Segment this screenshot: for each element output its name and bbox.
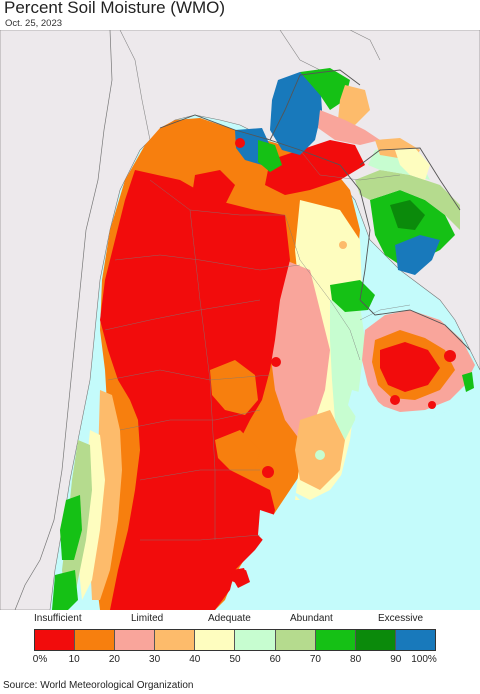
region-adequate-center	[300, 210, 350, 270]
hotspot-uruguay-south	[390, 395, 400, 405]
legend-swatch-6	[275, 630, 316, 650]
map-date: Oct. 25, 2023	[5, 18, 63, 29]
legend-tick-label: 90	[390, 654, 402, 665]
legend-category-excessive: Excessive	[378, 613, 424, 624]
legend-color-bar	[34, 629, 436, 651]
region-peach-north	[338, 85, 370, 125]
country-borders	[159, 69, 471, 351]
chile-coastline	[14, 30, 113, 610]
legend-category-adequate: Adequate	[208, 613, 251, 624]
region-abundant-dark-paraguay	[390, 200, 425, 230]
hotspot-center	[271, 357, 281, 367]
legend-swatch-2	[115, 630, 156, 650]
region-abundant-west	[60, 495, 82, 560]
legend-tick-label: 50	[229, 654, 241, 665]
province-borders	[104, 149, 411, 541]
region-abundant-light-paraguay	[355, 170, 460, 230]
legend-tick-label: 0%	[32, 654, 48, 665]
region-limited-south	[215, 430, 260, 470]
region-pink-east	[270, 260, 330, 440]
legend-tick-label: 80	[350, 654, 362, 665]
patagonia-ocean	[245, 380, 480, 610]
legend-category-limited: Limited	[131, 613, 164, 624]
spot-mint-south	[315, 450, 325, 460]
spot-peach-center	[339, 241, 347, 249]
gulf-san-matias	[258, 510, 278, 545]
legend-category-abundant: Abundant	[290, 613, 333, 624]
legend-swatch-1	[75, 630, 116, 650]
region-abundant-southwest	[52, 570, 78, 610]
country-border	[119, 30, 381, 141]
legend-tick-label: 20	[108, 654, 120, 665]
region-abundant-chaco	[258, 140, 282, 172]
legend-tick-label: 30	[149, 654, 161, 665]
region-excessive-north	[270, 72, 322, 155]
hotspot-north	[235, 138, 245, 148]
legend-swatch-3	[155, 630, 196, 650]
map-title: Percent Soil Moisture (WMO)	[4, 0, 226, 17]
region-insufficient-north	[265, 140, 365, 195]
legend-tick-label: 60	[269, 654, 281, 665]
rio-de-la-plata	[348, 390, 400, 425]
legend-swatch-7	[315, 630, 356, 650]
legend-swatch-5	[235, 630, 276, 650]
region-adequate-west	[78, 430, 105, 600]
region-abundant-north	[300, 68, 350, 110]
region-insufficient-northwest	[192, 170, 235, 210]
hotspot-south	[262, 466, 274, 478]
legend-tick-label: 40	[189, 654, 201, 665]
region-excessive-parana	[395, 235, 440, 275]
legend-swatch-4	[195, 630, 236, 650]
legend-swatch-8	[355, 630, 396, 650]
legend-tick-label: 70	[309, 654, 321, 665]
legend-swatch-9	[395, 630, 435, 650]
region-peach-west	[90, 390, 122, 600]
legend-tick-label: 100%	[411, 654, 437, 665]
region-abundant-uruguay	[462, 372, 474, 392]
island-south	[230, 570, 250, 588]
region-pink-north	[318, 110, 380, 145]
legend-swatch-0	[35, 630, 76, 650]
legend-category-insufficient: Insufficient	[34, 613, 82, 624]
spot-peach-east	[327, 417, 333, 423]
hotspot-uruguay-southeast	[428, 401, 436, 409]
region-adequate-northeast	[395, 148, 430, 180]
hotspot-uruguay-east	[444, 350, 456, 362]
region-insufficient-uruguay	[380, 342, 440, 392]
region-insufficient-main	[100, 170, 290, 610]
region-limited-inner	[210, 360, 258, 415]
legend-tick-label: 10	[68, 654, 80, 665]
source-credit: Source: World Meteorological Organizatio…	[3, 680, 194, 691]
soil-moisture-map	[0, 30, 480, 610]
